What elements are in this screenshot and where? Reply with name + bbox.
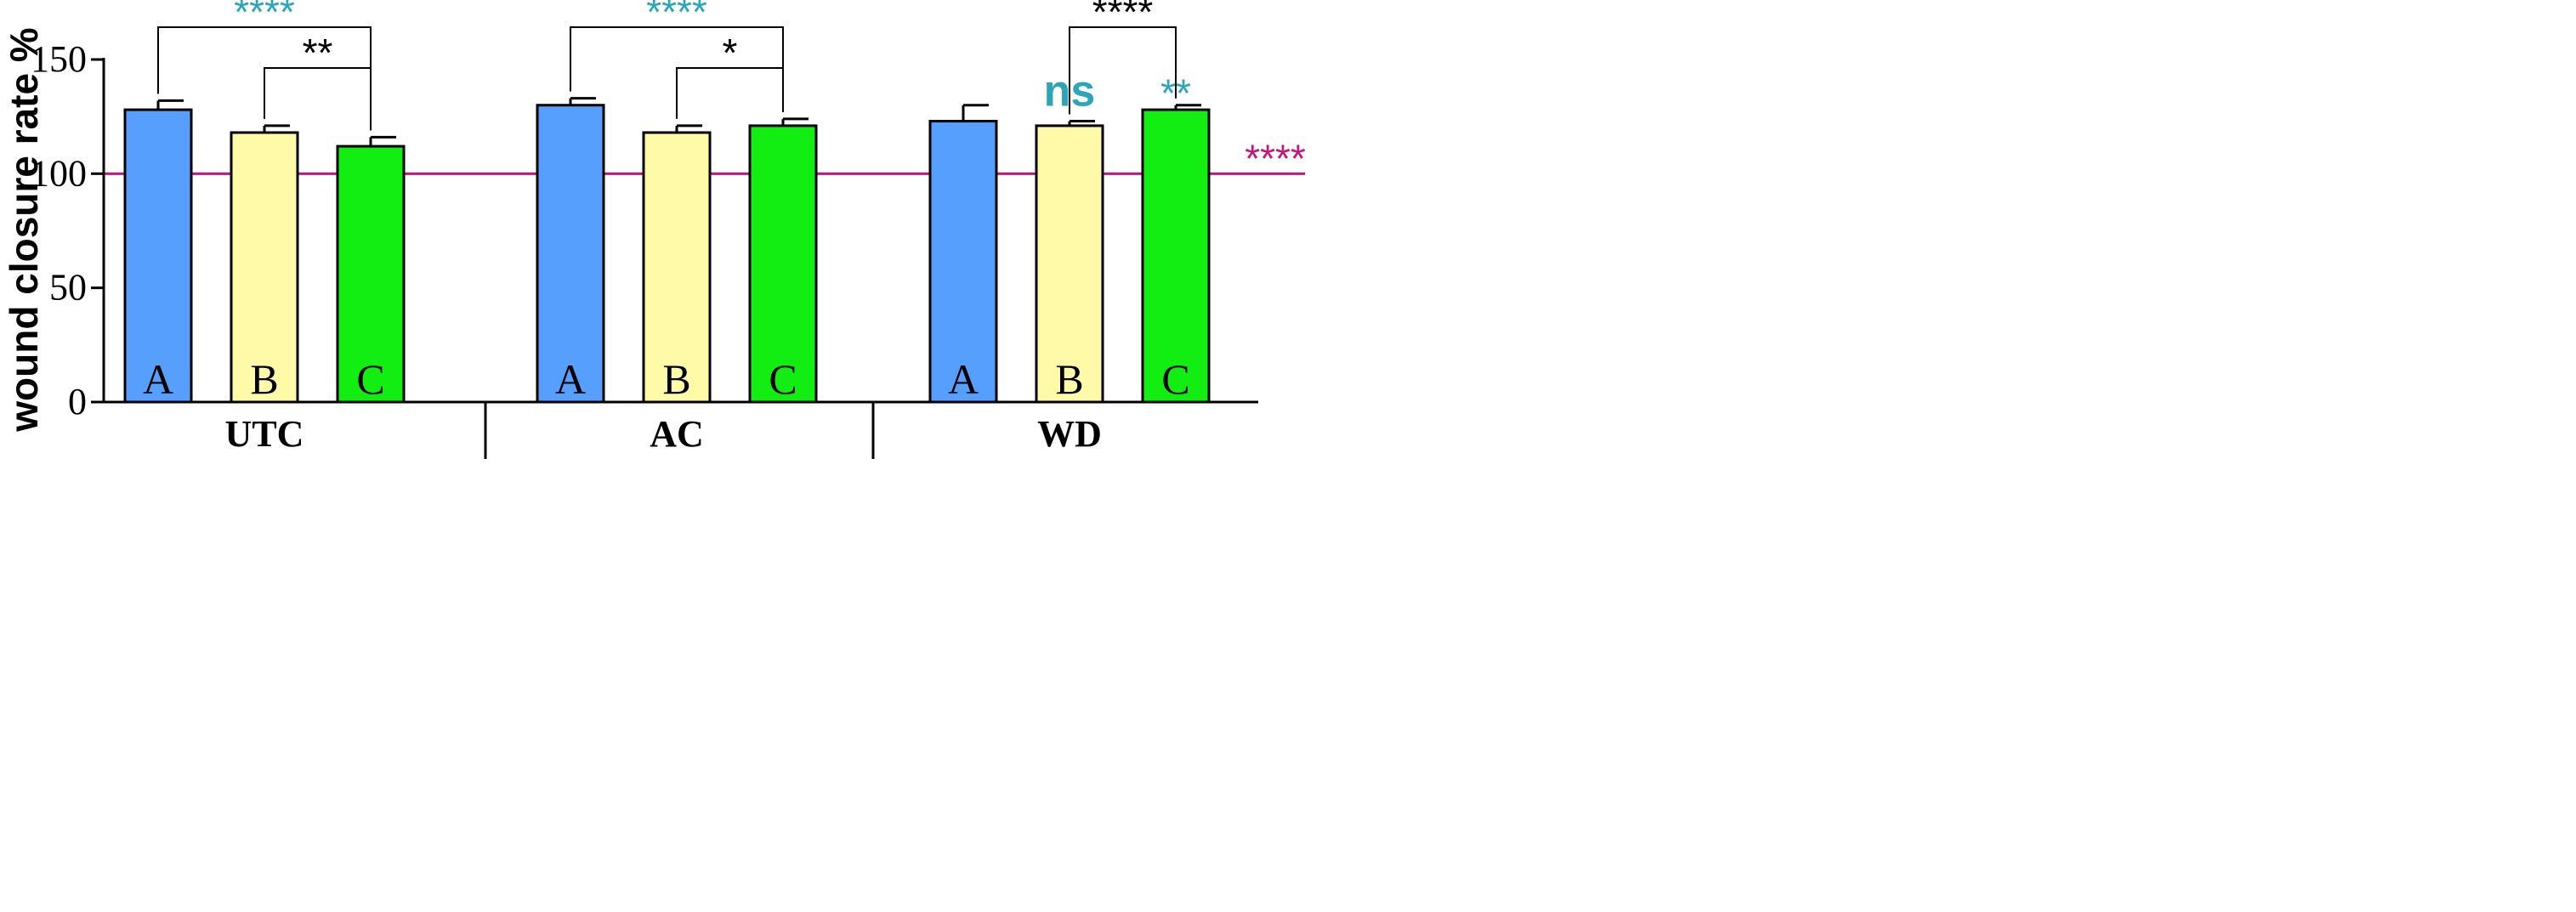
bar-label-wd-a: A	[948, 355, 979, 403]
bar-wd-b	[1035, 124, 1104, 404]
annotation-wd-b: ns	[1044, 67, 1096, 116]
bar-wd-a	[928, 120, 998, 404]
bar-wd-c	[1141, 108, 1211, 404]
bar-label-utc-b: B	[250, 355, 278, 403]
y-tick-label-0: 0	[68, 381, 87, 422]
y-axis-label: wound closure rate %	[2, 27, 46, 432]
bar-label-utc-a: A	[143, 355, 173, 403]
reference-line-label: ****	[1245, 136, 1306, 180]
bracket-ac-2	[676, 67, 784, 119]
y-tick-label-50: 50	[49, 267, 87, 309]
bracket-utc-2	[264, 67, 372, 131]
bracket-utc-1-label: ****	[234, 0, 295, 34]
bar-label-ac-b: B	[662, 355, 690, 403]
y-tick-label-150: 150	[31, 38, 87, 80]
annotation-wd-c: **	[1160, 71, 1191, 116]
bar-ac-b	[642, 131, 712, 404]
bracket-wd-1-label: ****	[1092, 0, 1154, 34]
group-label-wd: WD	[1037, 413, 1102, 455]
bracket-ac-1-label: ****	[646, 0, 707, 34]
bar-label-ac-c: C	[769, 355, 797, 403]
y-tick-label-100: 100	[31, 152, 87, 194]
bar-label-wd-c: C	[1161, 355, 1189, 403]
bar-ac-c	[748, 124, 818, 404]
annotations-layer: ***************ns **	[157, 0, 1191, 131]
bracket-ac-2-label: *	[723, 31, 738, 75]
group-label-utc: UTC	[225, 413, 304, 455]
bar-ac-a	[536, 104, 605, 404]
bracket-wd-1	[1069, 26, 1177, 115]
bar-label-utc-c: C	[356, 355, 384, 403]
bar-label-wd-b: B	[1055, 355, 1083, 403]
bracket-utc-2-label: **	[303, 31, 333, 75]
bar-label-ac-a: A	[555, 355, 586, 403]
group-label-ac: AC	[650, 413, 704, 455]
